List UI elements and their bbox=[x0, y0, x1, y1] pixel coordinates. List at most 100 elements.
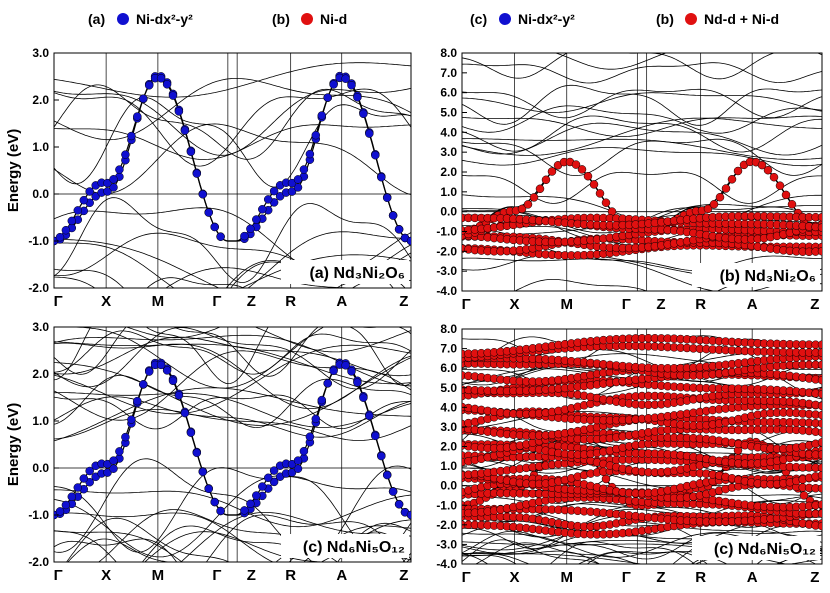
weight-marker bbox=[311, 414, 321, 424]
band-line bbox=[462, 115, 822, 153]
band-line bbox=[54, 341, 411, 385]
y-tick-label: -3.0 bbox=[436, 264, 457, 278]
y-tick-label: 0.0 bbox=[32, 187, 49, 201]
weight-marker bbox=[121, 150, 130, 159]
legend-panel-label: (c) bbox=[470, 11, 487, 27]
y-tick-label: -2.0 bbox=[28, 555, 49, 569]
legend-panel-label: (b) bbox=[272, 11, 290, 27]
weight-marker bbox=[353, 93, 362, 102]
weight-marker bbox=[61, 225, 71, 235]
band-line bbox=[462, 551, 822, 564]
weight-marker bbox=[523, 200, 533, 209]
band-line bbox=[54, 330, 411, 375]
x-tick-label: Z bbox=[247, 293, 256, 310]
x-tick-label: Γ bbox=[212, 567, 221, 584]
legend-item: (b) Nd-d + Ni-d bbox=[656, 11, 779, 27]
weight-marker bbox=[388, 211, 398, 220]
weight-marker bbox=[186, 147, 196, 157]
weight-marker bbox=[198, 467, 208, 477]
y-tick-label: 6.0 bbox=[440, 361, 457, 375]
weight-marker bbox=[601, 198, 611, 207]
weight-marker bbox=[329, 366, 338, 376]
band-line bbox=[462, 122, 822, 156]
legend-marker bbox=[499, 13, 511, 25]
legend-item: (a) Ni-dx²-y² bbox=[88, 11, 193, 27]
weight-marker bbox=[365, 411, 374, 421]
x-tick-label: Γ bbox=[212, 293, 221, 310]
weight-marker bbox=[103, 187, 112, 196]
y-tick-label: 2.0 bbox=[32, 367, 49, 381]
band-line bbox=[54, 409, 411, 441]
weight-marker bbox=[269, 466, 279, 475]
weight-marker bbox=[365, 129, 374, 138]
band-line bbox=[462, 92, 822, 113]
y-tick-label: 1.0 bbox=[32, 414, 49, 428]
band-line bbox=[462, 88, 822, 119]
weight-marker bbox=[359, 393, 368, 402]
weight-marker bbox=[144, 81, 154, 90]
y-tick-label: 5.0 bbox=[440, 381, 457, 395]
weight-marker bbox=[817, 428, 822, 437]
panel-label-background bbox=[692, 263, 820, 287]
x-tick-label: R bbox=[695, 569, 706, 586]
band-line bbox=[54, 342, 411, 409]
weight-marker bbox=[299, 446, 309, 456]
weight-marker bbox=[240, 231, 249, 241]
weight-marker bbox=[817, 212, 822, 222]
band-line bbox=[462, 138, 822, 160]
band-line bbox=[54, 514, 406, 562]
orbital-weights bbox=[462, 157, 822, 260]
band-line bbox=[254, 327, 411, 353]
band-line bbox=[462, 105, 822, 134]
x-tick-label: Γ bbox=[54, 567, 63, 584]
weight-marker bbox=[204, 208, 213, 217]
weight-marker bbox=[323, 379, 332, 388]
weight-marker bbox=[317, 395, 327, 405]
legend-orbital-label: Ni-d bbox=[320, 11, 347, 27]
weight-marker bbox=[571, 160, 581, 169]
weight-marker bbox=[763, 165, 773, 175]
weight-marker bbox=[394, 225, 404, 234]
weight-marker bbox=[547, 167, 557, 176]
panel-label: (c) Nd₆Ni₅O₁₂ bbox=[714, 541, 816, 558]
y-tick-label: 0.0 bbox=[440, 479, 457, 493]
weight-marker bbox=[246, 224, 255, 234]
band-line bbox=[54, 489, 411, 528]
legend-item: (c) Ni-dx²-y² bbox=[470, 11, 575, 27]
band-line bbox=[54, 88, 411, 156]
orbital-weights bbox=[462, 333, 822, 539]
band-line bbox=[144, 531, 329, 562]
x-tick-label: Γ bbox=[462, 569, 471, 586]
panel-label: (c) Nd₆Ni₅O₁₂ bbox=[303, 539, 405, 556]
weight-marker bbox=[727, 175, 737, 184]
weight-marker bbox=[311, 130, 321, 140]
band-line bbox=[54, 123, 411, 195]
weight-marker bbox=[258, 205, 267, 214]
weight-marker bbox=[61, 500, 71, 510]
weight-marker bbox=[67, 492, 77, 501]
weight-marker bbox=[817, 438, 822, 447]
weight-marker bbox=[341, 361, 350, 370]
x-tick-label: M bbox=[561, 296, 574, 313]
x-tick-label: X bbox=[510, 569, 520, 586]
weight-marker bbox=[317, 111, 327, 120]
band-line bbox=[54, 327, 411, 390]
weight-marker bbox=[174, 107, 184, 116]
y-tick-label: 2.0 bbox=[32, 93, 49, 107]
weight-marker bbox=[394, 500, 404, 509]
weight-marker bbox=[103, 178, 112, 188]
band-line bbox=[54, 344, 411, 415]
weight-marker bbox=[168, 91, 178, 100]
weight-marker bbox=[583, 171, 593, 181]
weight-marker bbox=[601, 474, 611, 484]
weight-marker bbox=[139, 94, 148, 103]
x-tick-label: R bbox=[285, 293, 296, 310]
weight-marker bbox=[577, 165, 587, 174]
weight-marker bbox=[817, 389, 822, 399]
band-line bbox=[98, 509, 411, 562]
weight-marker bbox=[377, 172, 386, 182]
weight-marker bbox=[377, 451, 386, 461]
weight-marker bbox=[133, 396, 142, 406]
weight-marker bbox=[252, 215, 261, 224]
weight-marker bbox=[115, 447, 124, 456]
